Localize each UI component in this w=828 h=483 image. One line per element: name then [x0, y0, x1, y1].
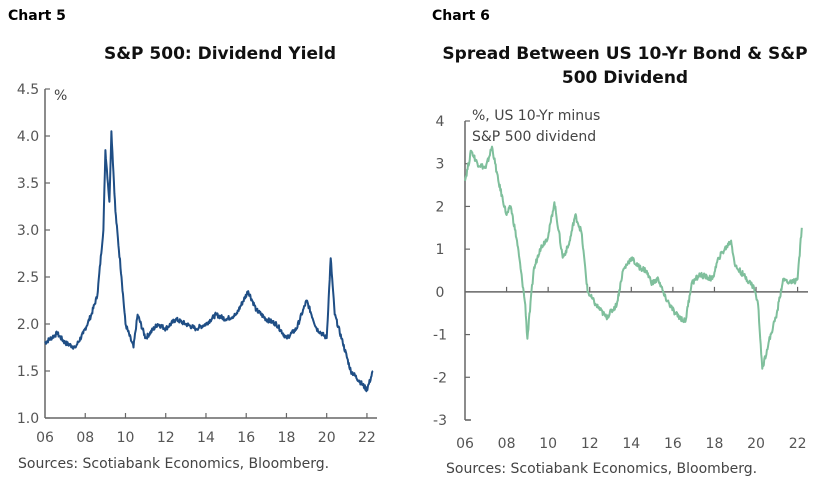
chart5-x-tick-label: 10: [117, 430, 135, 446]
chart6-unit-label-line1: %, US 10-Yr minus: [472, 108, 600, 124]
chart5-x-tick-label: 08: [76, 430, 94, 446]
chart5-y-tick-label: 1.0: [17, 411, 39, 427]
chart6-x-tick-label: 10: [539, 436, 557, 452]
chart5-x-tick-label: 20: [318, 430, 336, 446]
chart5-x-tick-label: 22: [358, 430, 376, 446]
chart6-y-tick-label: 3: [436, 157, 445, 173]
chart5-x-tick-label: 16: [237, 430, 255, 446]
chart6-x-tick-label: 14: [622, 436, 640, 452]
chart6-series-line: [464, 145, 803, 370]
chart6-x-tick-label: 12: [581, 436, 599, 452]
chart6-y-tick-label: 4: [436, 114, 445, 130]
chart5-label: Chart 5: [8, 8, 66, 24]
chart5-series-line: [44, 130, 374, 393]
chart6-y-tick-label: -1: [433, 328, 447, 344]
chart5-x-tick-label: 12: [157, 430, 175, 446]
chart6-unit-label-line2: S&P 500 dividend: [472, 129, 596, 145]
chart5-plot: 4.5 4.0 3.5 3.0 2.5 2.0 1.5 1.0 06 08 10 12 14 16 18 20…: [17, 82, 377, 446]
chart5-x-tick-label: 06: [36, 430, 54, 446]
chart5-title: S&P 500: Dividend Yield: [103, 44, 337, 64]
chart6-x-tick-label: 20: [747, 436, 765, 452]
chart5-y-tick-label: 2.0: [17, 317, 39, 333]
chart6-x-tick-label: 16: [664, 436, 682, 452]
chart5-y-tick-label: 4.0: [17, 129, 39, 145]
chart6-y-tick-label: 0: [436, 285, 445, 301]
chart5-y-tick-label: 3.0: [17, 223, 39, 239]
chart6-y-tick-label: 2: [436, 199, 445, 215]
chart5-source: Sources: Scotiabank Economics, Bloomberg…: [18, 456, 330, 472]
chart5-y-tick-label: 3.5: [17, 176, 39, 192]
chart6-title-line2: 500 Dividend: [561, 68, 689, 88]
chart5-y-tick-label: 4.5: [17, 82, 39, 98]
chart5-unit-label: %: [54, 88, 67, 104]
chart6-title-line1: Spread Between US 10-Yr Bond & S&P: [442, 44, 808, 64]
chart6-y-tick-label: -2: [433, 370, 447, 386]
chart6-y-tick-label: -3: [433, 413, 447, 429]
chart6-source: Sources: Scotiabank Economics, Bloomberg…: [446, 461, 758, 477]
chart6-x-tick-label: 18: [706, 436, 724, 452]
chart6-y-tick-label: 1: [436, 242, 445, 258]
chart5-x-tick-label: 14: [197, 430, 215, 446]
chart6-x-tick-label: 06: [456, 436, 474, 452]
chart6-title: Spread Between US 10-Yr Bond & S&P 500 D…: [430, 42, 820, 90]
chart6-x-tick-label: 08: [498, 436, 516, 452]
chart5-x-tick-label: 18: [278, 430, 296, 446]
chart6-label: Chart 6: [432, 8, 490, 24]
chart5-y-tick-label: 1.5: [17, 364, 39, 380]
chart6-x-tick-label: 22: [789, 436, 807, 452]
chart5-y-tick-label: 2.5: [17, 270, 39, 286]
